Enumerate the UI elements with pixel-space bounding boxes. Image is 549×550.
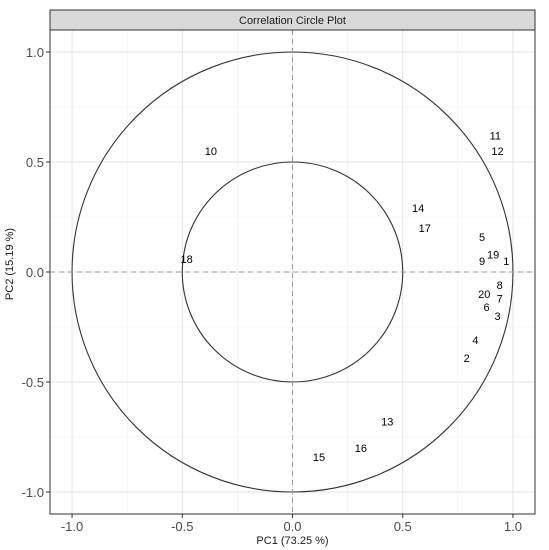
variable-label-17: 17 <box>419 223 431 235</box>
variable-label-16: 16 <box>355 443 367 455</box>
variable-label-18: 18 <box>181 254 193 266</box>
y-tick-label: 1.0 <box>26 45 44 60</box>
x-tick-label: 0.5 <box>394 519 412 534</box>
variable-label-10: 10 <box>205 146 217 158</box>
variable-label-8: 8 <box>497 280 503 292</box>
variable-label-9: 9 <box>479 256 485 268</box>
variable-label-4: 4 <box>472 335 478 347</box>
variable-label-14: 14 <box>412 203 424 215</box>
variable-label-6: 6 <box>483 302 489 314</box>
variable-label-12: 12 <box>491 146 503 158</box>
y-tick-label: 0.5 <box>26 155 44 170</box>
x-tick-label: -0.5 <box>171 519 193 534</box>
variable-label-15: 15 <box>313 452 325 464</box>
x-tick-label: 1.0 <box>504 519 522 534</box>
variable-label-3: 3 <box>494 311 500 323</box>
variable-label-1: 1 <box>503 256 509 268</box>
y-tick-label: -1.0 <box>22 485 44 500</box>
y-axis-title: PC2 (15.19 %) <box>4 228 16 300</box>
variable-label-19: 19 <box>487 249 499 261</box>
variable-label-13: 13 <box>381 417 393 429</box>
title-strip <box>49 9 536 31</box>
x-tick-label: 0.0 <box>283 519 301 534</box>
variable-label-2: 2 <box>464 353 470 365</box>
variable-label-5: 5 <box>479 232 485 244</box>
variable-label-7: 7 <box>497 293 503 305</box>
variable-label-20: 20 <box>478 289 490 301</box>
variable-label-11: 11 <box>490 131 501 143</box>
x-axis-title: PC1 (73.25 %) <box>256 535 328 547</box>
y-tick-label: 0.0 <box>26 265 44 280</box>
y-axis-ticks: -1.0 -0.5 0.0 0.5 1.0 <box>22 45 50 500</box>
x-axis-ticks: -1.0 -0.5 0.0 0.5 1.0 <box>61 514 522 534</box>
chart-title: Correlation Circle Plot <box>239 15 346 27</box>
x-tick-label: -1.0 <box>61 519 83 534</box>
y-tick-label: -0.5 <box>22 375 44 390</box>
